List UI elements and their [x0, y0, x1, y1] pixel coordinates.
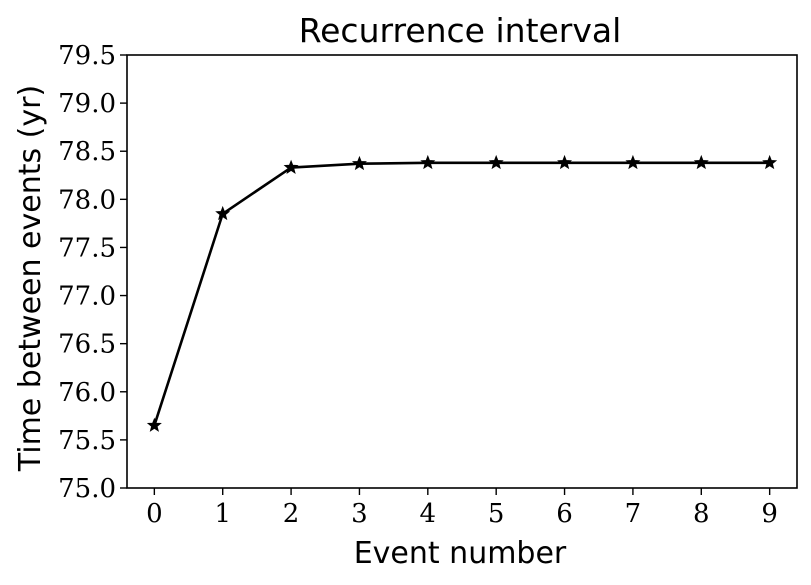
data-point-star-marker [215, 205, 231, 221]
data-point-star-marker [420, 154, 436, 170]
x-axis: 0 1 2 3 4 5 6 7 8 9 [146, 488, 778, 529]
series-layer [146, 154, 778, 432]
x-tick-label: 0 [146, 499, 163, 529]
data-point-star-marker [351, 155, 367, 171]
y-tick-label: 76.5 [58, 330, 116, 360]
x-tick-label: 1 [214, 499, 231, 529]
series-line [153, 161, 770, 426]
y-tick-label: 76.0 [58, 378, 116, 408]
y-tick-label: 77.5 [58, 233, 116, 263]
data-point-star-marker [146, 417, 162, 432]
x-tick-label: 7 [625, 499, 642, 529]
chart-title: Recurrence interval [299, 11, 622, 50]
data-point-star-marker [283, 159, 299, 174]
x-tick-label: 9 [761, 499, 778, 529]
y-tick-label: 78.0 [58, 185, 116, 215]
x-tick-label: 6 [556, 499, 573, 529]
y-tick-label: 79.0 [58, 89, 116, 119]
plot-area-frame [126, 54, 798, 489]
data-point-star-marker [557, 154, 573, 170]
data-point-star-marker [693, 154, 709, 170]
data-point-star-marker [762, 154, 778, 170]
x-tick-label: 3 [351, 499, 368, 529]
y-tick-label: 75.5 [58, 426, 116, 456]
x-tick-label: 8 [693, 499, 710, 529]
y-axis: 75.0 75.5 76.0 76.5 77.0 77.5 78.0 78.5 79.0 79.5 [58, 41, 127, 504]
y-tick-label: 78.5 [58, 137, 116, 167]
y-tick-label: 79.5 [58, 41, 116, 71]
y-tick-label: 75.0 [58, 474, 116, 504]
data-point-star-marker [488, 154, 504, 170]
y-tick-label: 77.0 [58, 282, 116, 312]
x-tick-label: 2 [283, 499, 300, 529]
x-tick-label: 5 [488, 499, 505, 529]
y-axis-label: Time between events (yr) [13, 85, 48, 472]
x-tick-label: 4 [420, 499, 437, 529]
data-point-star-marker [625, 154, 641, 170]
x-axis-label: Event number [354, 536, 567, 571]
